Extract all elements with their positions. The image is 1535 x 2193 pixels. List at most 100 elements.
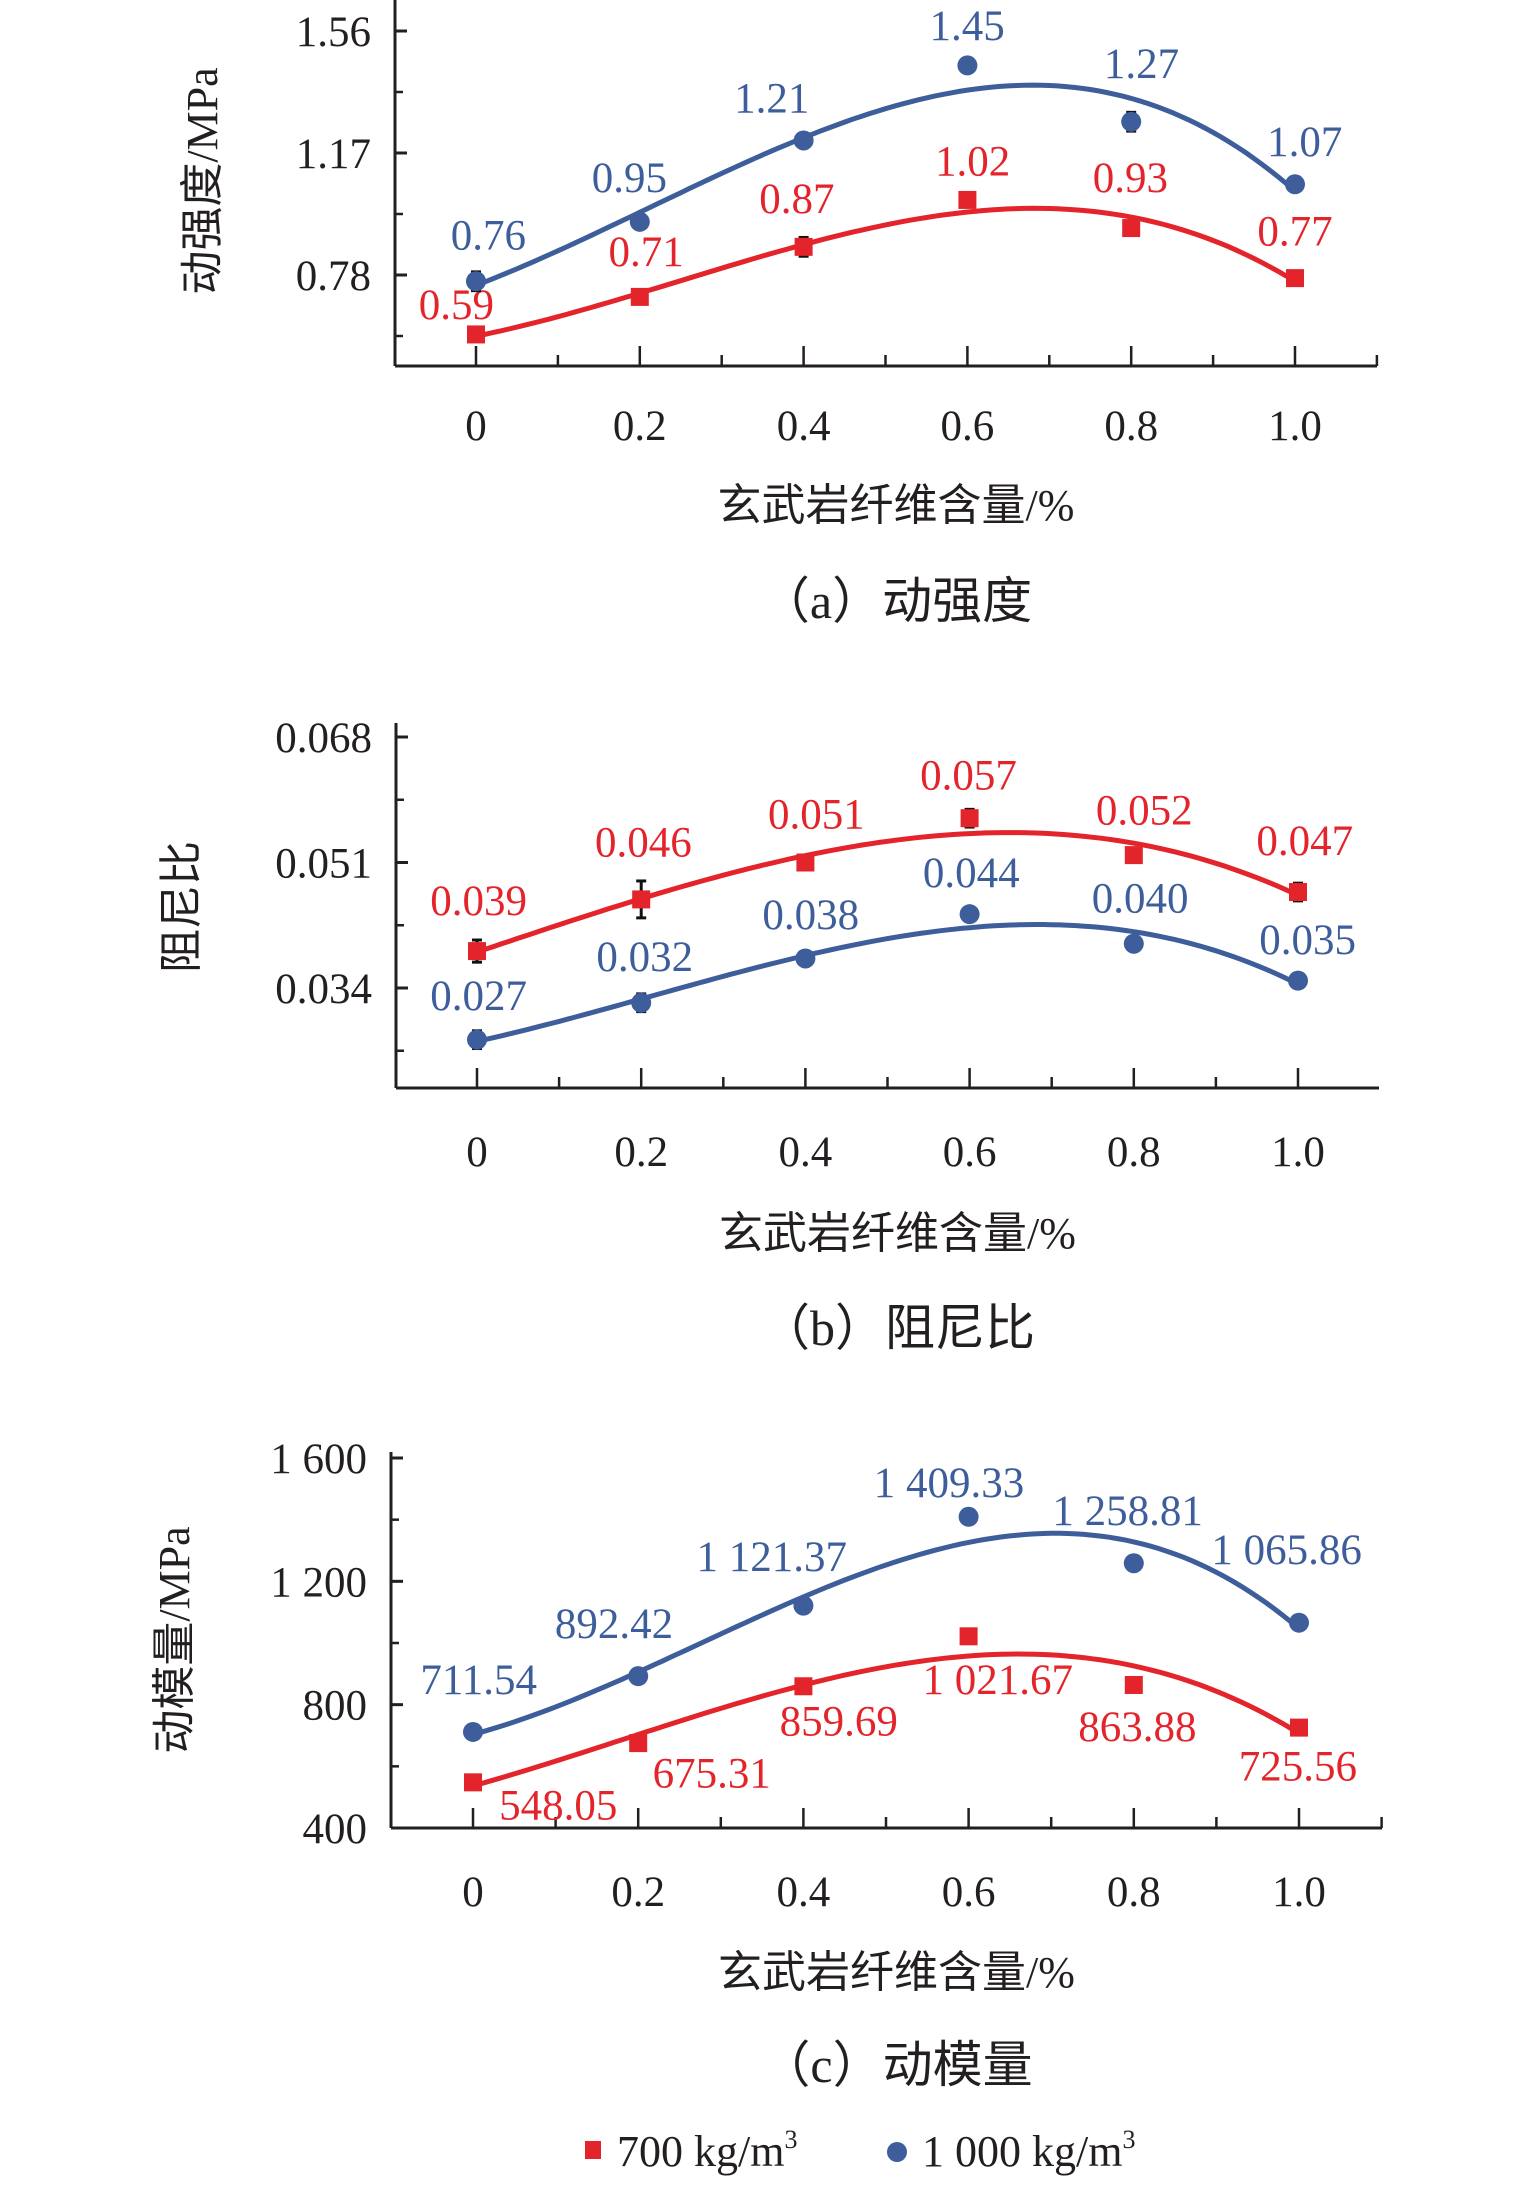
data-point-square <box>467 325 485 344</box>
data-point-square <box>464 1773 482 1792</box>
x-tick-label: 0.2 <box>611 1869 665 1916</box>
fit-curve <box>475 82 1297 288</box>
data-point-circle <box>793 1595 814 1616</box>
legend-label-700: 700 kg/m3 <box>617 2125 797 2176</box>
x-tick-label: 0.6 <box>941 403 995 450</box>
data-point-square <box>1289 883 1307 902</box>
data-point-square <box>794 1677 813 1696</box>
panel-caption: （c）动模量 <box>760 2037 1032 2093</box>
legend-marker-square <box>585 2141 601 2159</box>
y-tick-label: 0.051 <box>275 841 372 888</box>
data-label: 0.95 <box>592 155 667 202</box>
data-point-square <box>1290 1718 1308 1737</box>
data-point-square <box>959 1627 978 1646</box>
y-axis-label: 动强度/MPa <box>178 67 227 294</box>
data-point-square <box>794 237 813 256</box>
data-point-circle <box>1123 933 1144 954</box>
data-point-circle <box>1123 1553 1144 1574</box>
y-tick-label: 0.78 <box>296 253 371 300</box>
chart-panel-c: 400 800 1 200 1 600 0 0.2 0.4 0.6 0.8 1.0 玄武岩纤维含量/… <box>150 1436 1383 2093</box>
data-point-circle <box>631 992 652 1013</box>
x-tick-label: 0.6 <box>943 1129 997 1176</box>
series-700: 0.039 0.046 0.051 0.057 0.052 0.047 <box>430 753 1353 964</box>
legend-text: 1 000 kg/m <box>922 2127 1122 2176</box>
data-label: 1.45 <box>929 3 1004 50</box>
fit-curve <box>475 205 1297 339</box>
x-tick-label: 0 <box>462 1869 484 1916</box>
x-tick-label: 1.0 <box>1268 403 1322 450</box>
data-point-square <box>796 853 815 872</box>
legend-sup: 3 <box>1122 2125 1135 2154</box>
data-point-circle <box>1288 970 1308 991</box>
data-label: 0.77 <box>1257 208 1332 255</box>
data-label: 1 409.33 <box>874 1460 1025 1507</box>
data-point-square <box>1286 269 1304 288</box>
y-tick-label: 1 600 <box>270 1436 367 1483</box>
x-tick-label: 1.0 <box>1271 1129 1325 1176</box>
series-700: 0.59 0.71 0.87 1.02 0.93 0.77 <box>419 138 1333 344</box>
data-label: 1.21 <box>734 76 809 123</box>
data-point-circle <box>467 1029 487 1050</box>
data-label: 675.31 <box>653 1750 771 1797</box>
x-tick-label: 0.8 <box>1107 1129 1161 1176</box>
data-point-circle <box>1121 111 1142 132</box>
data-label: 725.56 <box>1239 1743 1357 1790</box>
y-tick-label: 800 <box>303 1683 368 1730</box>
data-label: 1 021.67 <box>923 1657 1074 1704</box>
data-point-square <box>468 942 486 961</box>
legend-label-1000: 1 000 kg/m3 <box>922 2125 1135 2176</box>
x-tick-label: 0.8 <box>1107 1869 1161 1916</box>
data-point-square <box>1122 219 1141 238</box>
legend-text: 700 kg/m <box>617 2127 784 2176</box>
data-point-square <box>958 190 977 209</box>
x-tick-label: 0.6 <box>942 1869 996 1916</box>
legend-marker-circle <box>887 2142 907 2162</box>
data-point-square <box>632 890 651 909</box>
data-point-circle <box>629 211 650 232</box>
data-point-square <box>1124 846 1143 865</box>
x-tick-label: 0 <box>466 1129 488 1176</box>
x-axis-label: 玄武岩纤维含量/% <box>719 1209 1076 1258</box>
data-label: 0.027 <box>430 973 527 1020</box>
data-label: 548.05 <box>499 1782 617 1829</box>
y-tick-label: 1 200 <box>270 1559 367 1606</box>
data-label: 0.71 <box>608 229 683 276</box>
data-label: 1 258.81 <box>1052 1488 1203 1535</box>
data-point-circle <box>793 130 814 151</box>
y-tick-label: 0.034 <box>275 966 372 1013</box>
x-tick-label: 0.2 <box>613 403 667 450</box>
y-tick-label: 0.068 <box>275 715 372 762</box>
panel-caption: （a）动强度 <box>760 573 1032 629</box>
data-label: 1 065.86 <box>1211 1527 1362 1574</box>
data-label: 0.052 <box>1096 787 1193 834</box>
data-label: 0.93 <box>1093 155 1168 202</box>
y-tick-label: 1.17 <box>296 131 371 178</box>
x-tick-label: 0.4 <box>779 1129 833 1176</box>
data-label: 1 121.37 <box>696 1534 847 1581</box>
data-label: 892.42 <box>555 1601 673 1648</box>
data-point-circle <box>1285 174 1305 195</box>
data-point-circle <box>628 1666 649 1687</box>
data-label: 0.87 <box>759 176 834 223</box>
data-point-circle <box>959 904 980 925</box>
data-label: 1.02 <box>935 138 1010 185</box>
series-1000: 0.76 0.95 1.21 1.45 1.27 1.07 <box>451 3 1342 293</box>
x-tick-label: 0 <box>465 403 487 450</box>
fit-curve <box>476 830 1300 955</box>
data-label: 1.27 <box>1104 41 1179 88</box>
data-label: 711.54 <box>420 1657 537 1704</box>
x-axis-label: 玄武岩纤维含量/% <box>718 481 1075 530</box>
x-axis-label: 玄武岩纤维含量/% <box>718 1948 1075 1997</box>
data-point-circle <box>1289 1612 1309 1633</box>
data-label: 0.047 <box>1256 818 1353 865</box>
data-label: 0.057 <box>920 753 1017 800</box>
y-tick-label: 1.56 <box>296 9 371 56</box>
data-label: 859.69 <box>780 1699 898 1746</box>
legend-sup: 3 <box>784 2125 797 2154</box>
data-label: 0.046 <box>595 819 692 866</box>
data-label: 0.040 <box>1092 875 1189 922</box>
data-point-square <box>629 1734 648 1753</box>
data-point-square <box>1124 1675 1143 1694</box>
data-label: 0.032 <box>596 934 693 981</box>
